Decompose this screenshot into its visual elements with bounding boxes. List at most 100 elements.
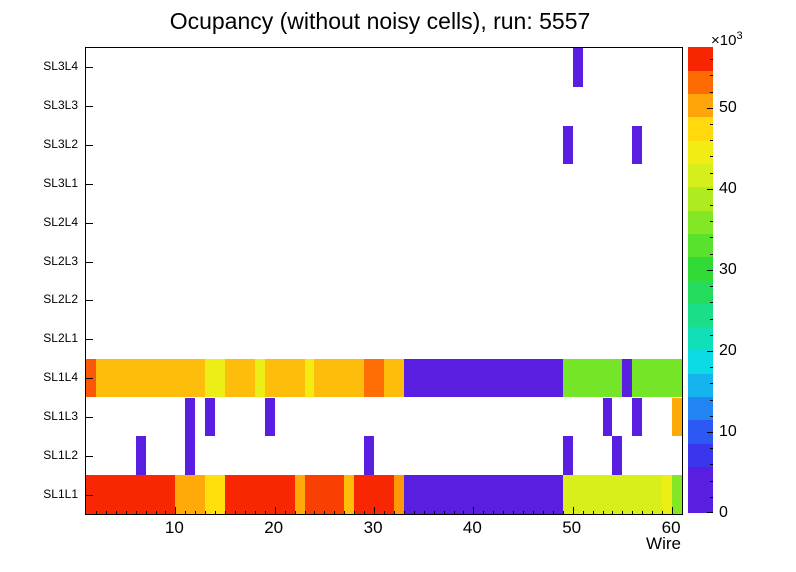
x-tick-label: 20 xyxy=(264,518,284,537)
z-major-tick xyxy=(707,350,713,352)
heatmap-cell xyxy=(632,358,682,398)
x-major-tick xyxy=(572,507,574,514)
heatmap-cell xyxy=(403,475,563,514)
x-minor-tick xyxy=(503,511,505,514)
heatmap-cell xyxy=(393,475,404,514)
z-minor-tick xyxy=(710,496,713,498)
x-minor-tick xyxy=(582,511,584,514)
heatmap-cell xyxy=(384,358,404,398)
heatmap-cell xyxy=(304,358,315,398)
heatmap-cell xyxy=(354,475,394,514)
y-category-label: SL3L4 xyxy=(43,59,78,74)
heatmap-cell xyxy=(86,358,96,398)
x-minor-tick xyxy=(562,511,564,514)
z-minor-tick xyxy=(710,237,713,239)
y-category-label: SL1L4 xyxy=(43,370,78,385)
z-exponent-power: 3 xyxy=(736,30,743,42)
y-category-label: SL1L2 xyxy=(43,447,78,462)
x-minor-tick xyxy=(592,511,594,514)
z-minor-tick xyxy=(710,156,713,158)
y-category-tick xyxy=(86,261,93,263)
heatmap-cell xyxy=(612,436,623,476)
x-minor-tick xyxy=(453,511,455,514)
z-minor-tick xyxy=(710,205,713,207)
z-minor-tick xyxy=(710,302,713,304)
z-minor-tick xyxy=(710,221,713,223)
z-major-tick xyxy=(707,188,713,190)
z-minor-tick xyxy=(710,91,713,93)
x-minor-tick xyxy=(552,511,554,514)
x-minor-tick xyxy=(205,511,207,514)
x-minor-tick xyxy=(523,511,525,514)
heatmap-cell xyxy=(662,475,673,514)
x-minor-tick xyxy=(483,511,485,514)
z-major-tick xyxy=(707,269,713,271)
colorbar-band xyxy=(688,280,713,304)
x-minor-tick xyxy=(195,511,197,514)
colorbar-band xyxy=(688,116,713,141)
y-category-label: SL3L1 xyxy=(43,175,78,190)
x-minor-tick xyxy=(254,511,256,514)
x-minor-tick xyxy=(215,511,217,514)
x-minor-tick xyxy=(314,511,316,514)
y-category-tick xyxy=(86,416,93,418)
heatmap-cell xyxy=(344,475,355,514)
y-category-label: SL1L3 xyxy=(43,408,78,423)
z-minor-tick xyxy=(710,59,713,61)
x-minor-tick xyxy=(384,511,385,514)
x-minor-tick xyxy=(95,511,97,514)
x-minor-tick xyxy=(533,511,534,514)
x-minor-tick xyxy=(463,511,465,514)
heatmap-cell xyxy=(95,358,206,398)
heatmap-cell xyxy=(225,358,255,398)
x-minor-tick xyxy=(662,511,664,514)
z-tick-label: 20 xyxy=(719,341,737,359)
colorbar-band xyxy=(688,233,713,258)
x-minor-tick xyxy=(235,511,236,514)
heatmap-cell xyxy=(254,358,265,398)
x-major-tick xyxy=(672,507,674,514)
x-minor-tick xyxy=(225,511,227,514)
heatmap-cell xyxy=(264,397,275,437)
heatmap-cell xyxy=(225,475,295,514)
x-minor-tick xyxy=(145,511,147,514)
x-minor-tick xyxy=(294,511,296,514)
colorbar-band xyxy=(688,163,713,188)
x-minor-tick xyxy=(284,511,286,514)
x-minor-tick xyxy=(135,511,137,514)
color-scale-bar xyxy=(688,47,713,513)
x-minor-tick xyxy=(423,511,425,514)
colorbar-band xyxy=(688,93,713,118)
y-category-tick xyxy=(86,300,93,302)
z-minor-tick xyxy=(710,123,713,125)
x-major-tick xyxy=(374,507,376,514)
heatmap-cell xyxy=(185,436,196,476)
heatmap-cell xyxy=(632,125,643,165)
x-tick-label: 30 xyxy=(363,518,383,537)
y-category-label: SL1L1 xyxy=(43,486,78,501)
x-minor-tick xyxy=(403,511,405,514)
z-minor-tick xyxy=(710,75,713,77)
y-category-label: SL2L3 xyxy=(43,253,78,268)
x-minor-tick xyxy=(125,511,127,514)
x-major-tick xyxy=(175,507,177,514)
colorbar-band xyxy=(688,489,713,513)
z-minor-tick xyxy=(710,367,713,369)
heatmap-cell xyxy=(562,125,573,165)
colorbar-band xyxy=(688,396,713,421)
heatmap-cell xyxy=(562,436,573,476)
y-category-tick xyxy=(86,106,93,108)
x-minor-tick xyxy=(622,511,624,514)
heatmap-cell xyxy=(185,397,196,437)
x-minor-tick xyxy=(264,511,266,514)
z-minor-tick xyxy=(710,415,713,417)
x-minor-tick xyxy=(165,511,167,514)
x-minor-tick xyxy=(244,511,246,514)
colorbar-band xyxy=(688,349,713,374)
heatmap-cell xyxy=(205,397,216,437)
z-minor-tick xyxy=(710,172,713,174)
colorbar-band xyxy=(688,326,713,351)
heatmap-cell xyxy=(562,358,623,398)
x-minor-tick xyxy=(354,511,356,514)
